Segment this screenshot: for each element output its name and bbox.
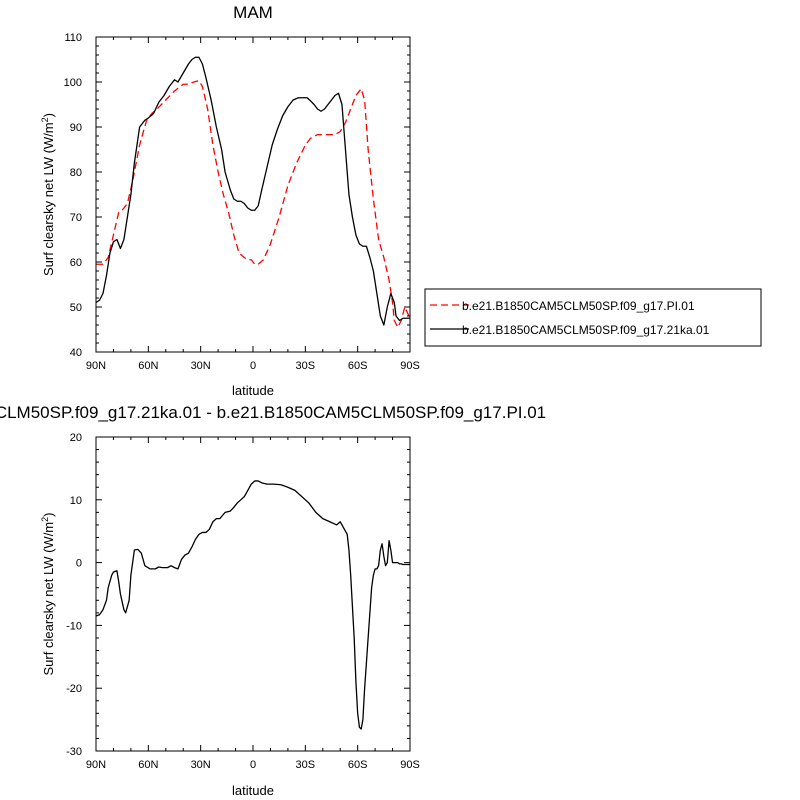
y-tick-label: 0	[76, 558, 82, 570]
legend-box	[424, 288, 762, 347]
x-tick-label: 30S	[296, 360, 316, 372]
chart-title: AM5CLM50SP.f09_g17.21ka.01 - b.e21.B1850…	[0, 403, 546, 422]
y-tick-label: -20	[66, 683, 82, 695]
y-axis-label-text: Surf clearsky net LW (W/m	[41, 122, 56, 276]
legend-label-0: b.e21.B1850CAM5CLM50SP.f09_g17.PI.01	[462, 299, 695, 313]
legend-label-1: b.e21.B1850CAM5CLM50SP.f09_g17.21ka.01	[462, 323, 710, 337]
x-axis-label: latitude	[232, 783, 274, 798]
y-axis-label-superscript: 2	[40, 117, 50, 122]
chart-title: MAM	[233, 3, 273, 22]
y-axis-label-superscript: 2	[40, 517, 50, 522]
y-tick-label: 50	[70, 302, 82, 314]
x-tick-label: 90S	[400, 360, 420, 372]
x-tick-label: 30N	[191, 759, 211, 771]
y-axis-label-close: )	[41, 513, 56, 517]
legend: b.e21.B1850CAM5CLM50SP.f09_g17.PI.01 b.e2…	[424, 288, 762, 347]
x-tick-label: 60N	[138, 360, 158, 372]
y-tick-label: 80	[70, 167, 82, 179]
y-axis-label-text: Surf clearsky net LW (W/m	[41, 522, 56, 676]
x-tick-label: 60S	[348, 759, 368, 771]
y-tick-label: 110	[64, 32, 82, 44]
x-tick-label: 0	[250, 759, 256, 771]
x-tick-label: 90N	[86, 759, 106, 771]
y-axis-label: Surf clearsky net LW (W/m2)	[40, 513, 56, 676]
y-tick-label: 20	[70, 432, 82, 444]
x-tick-label: 30S	[296, 759, 316, 771]
y-tick-label: 10	[70, 495, 82, 507]
y-tick-label: 60	[70, 257, 82, 269]
x-tick-label: 0	[250, 360, 256, 372]
y-axis-label: Surf clearsky net LW (W/m2)	[40, 113, 56, 276]
x-tick-label: 60S	[348, 360, 368, 372]
x-axis-label: latitude	[232, 383, 274, 398]
y-tick-label: 40	[70, 347, 82, 359]
y-tick-label: -10	[66, 620, 82, 632]
series-line-0	[96, 80, 410, 328]
y-tick-label: 100	[64, 77, 82, 89]
series-line-1	[96, 56, 410, 326]
x-tick-label: 90S	[400, 759, 420, 771]
panel-bottom-chart: AM5CLM50SP.f09_g17.21ka.01 - b.e21.B1850…	[0, 403, 546, 798]
plot-frame	[95, 36, 411, 353]
panel-top-chart: MAM 90N 60N 30N 0 30S 60S 90S 40 50 60 70 80 90 100 110…	[40, 3, 762, 398]
x-tick-label: 30N	[191, 360, 211, 372]
y-tick-label: 70	[70, 212, 82, 224]
plot-frame	[95, 436, 411, 752]
x-tick-label: 90N	[86, 360, 106, 372]
y-axis-label-close: )	[41, 113, 56, 117]
y-tick-label: 90	[70, 122, 82, 134]
x-tick-label: 60N	[138, 759, 158, 771]
y-tick-label: -30	[66, 746, 82, 758]
series-line-0	[96, 480, 410, 730]
